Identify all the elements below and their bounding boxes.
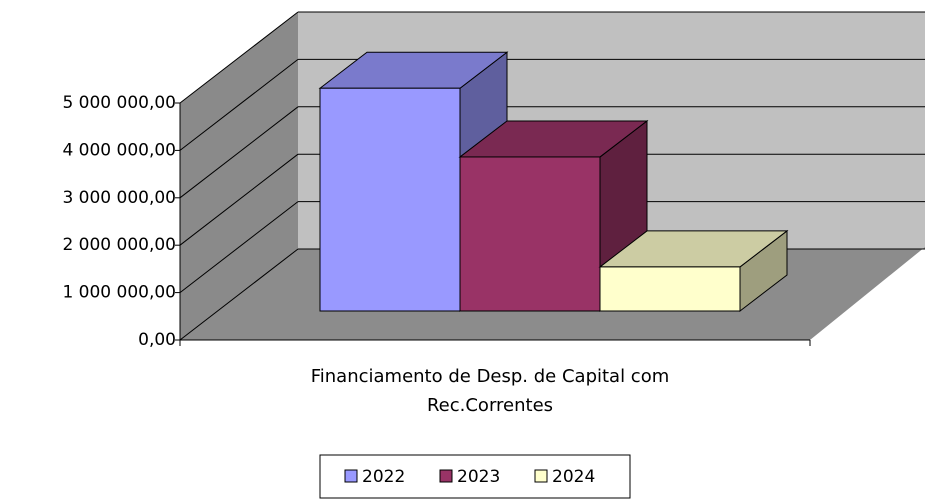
grid-line [179,11,299,104]
grid-line [179,106,299,199]
y-tick-label: 3 000 000,00 [62,188,176,208]
y-tick-label: 2 000 000,00 [62,235,176,255]
y-tick-label: 4 000 000,00 [62,140,176,160]
legend-swatch [534,469,548,483]
y-tick-label: 0,00 [138,330,176,350]
category-label: Financiamento de Desp. de Capital com Re… [310,366,670,416]
legend-swatch [344,469,358,483]
grid-line [179,153,299,246]
bar [319,87,461,312]
y-tick-label: 5 000 000,00 [62,93,176,113]
legend-swatch [439,469,453,483]
grid-line [179,201,299,293]
y-tick-label: 1 000 000,00 [62,283,176,303]
legend-label: 2022 [362,467,405,487]
bar [599,266,741,312]
legend-label: 2023 [457,467,500,487]
bar [459,156,601,312]
left-wall [180,12,298,340]
legend-box [319,454,631,499]
grid-line [179,59,299,151]
legend-label: 2024 [552,467,595,487]
grid-line [179,248,299,341]
